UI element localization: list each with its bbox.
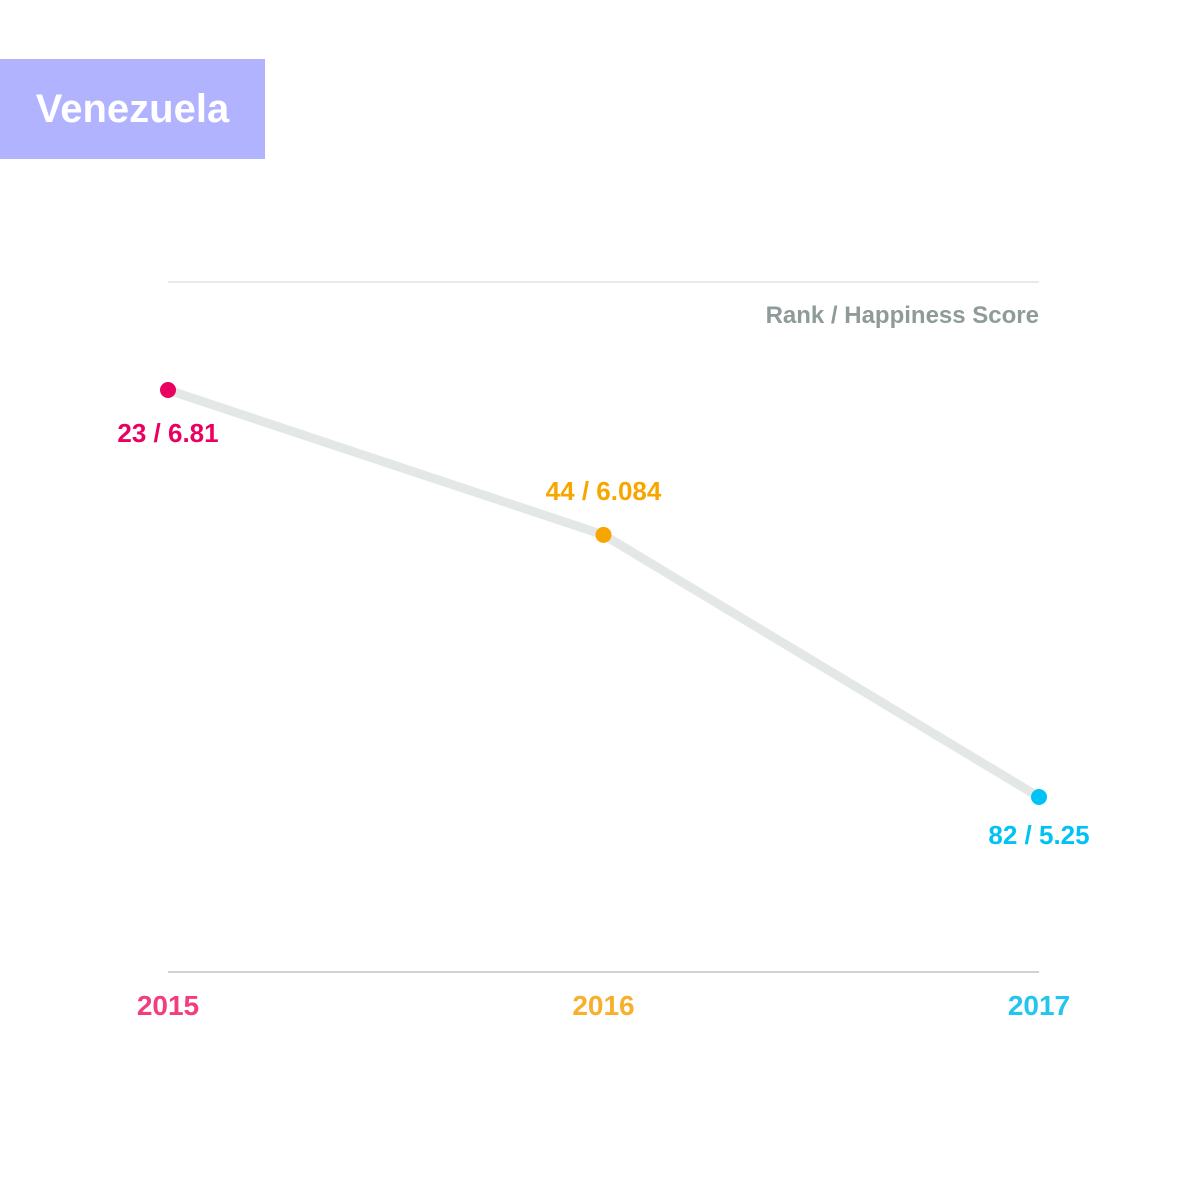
data-label-2017: 82 / 5.25 <box>988 820 1089 850</box>
data-point-2015 <box>160 382 176 398</box>
x-tick-2017: 2017 <box>1008 990 1070 1021</box>
data-point-2016 <box>595 526 612 543</box>
series-line <box>163 385 1044 802</box>
x-tick-2015: 2015 <box>137 990 199 1021</box>
country-badge: Venezuela <box>0 59 265 159</box>
data-label-2015: 23 / 6.81 <box>117 418 218 448</box>
y-axis-label: Rank / Happiness Score <box>766 302 1039 329</box>
country-name: Venezuela <box>35 86 230 131</box>
data-label-2016: 44 / 6.084 <box>546 476 662 506</box>
x-tick-2016: 2016 <box>572 990 634 1021</box>
data-point-2017 <box>1031 789 1047 805</box>
